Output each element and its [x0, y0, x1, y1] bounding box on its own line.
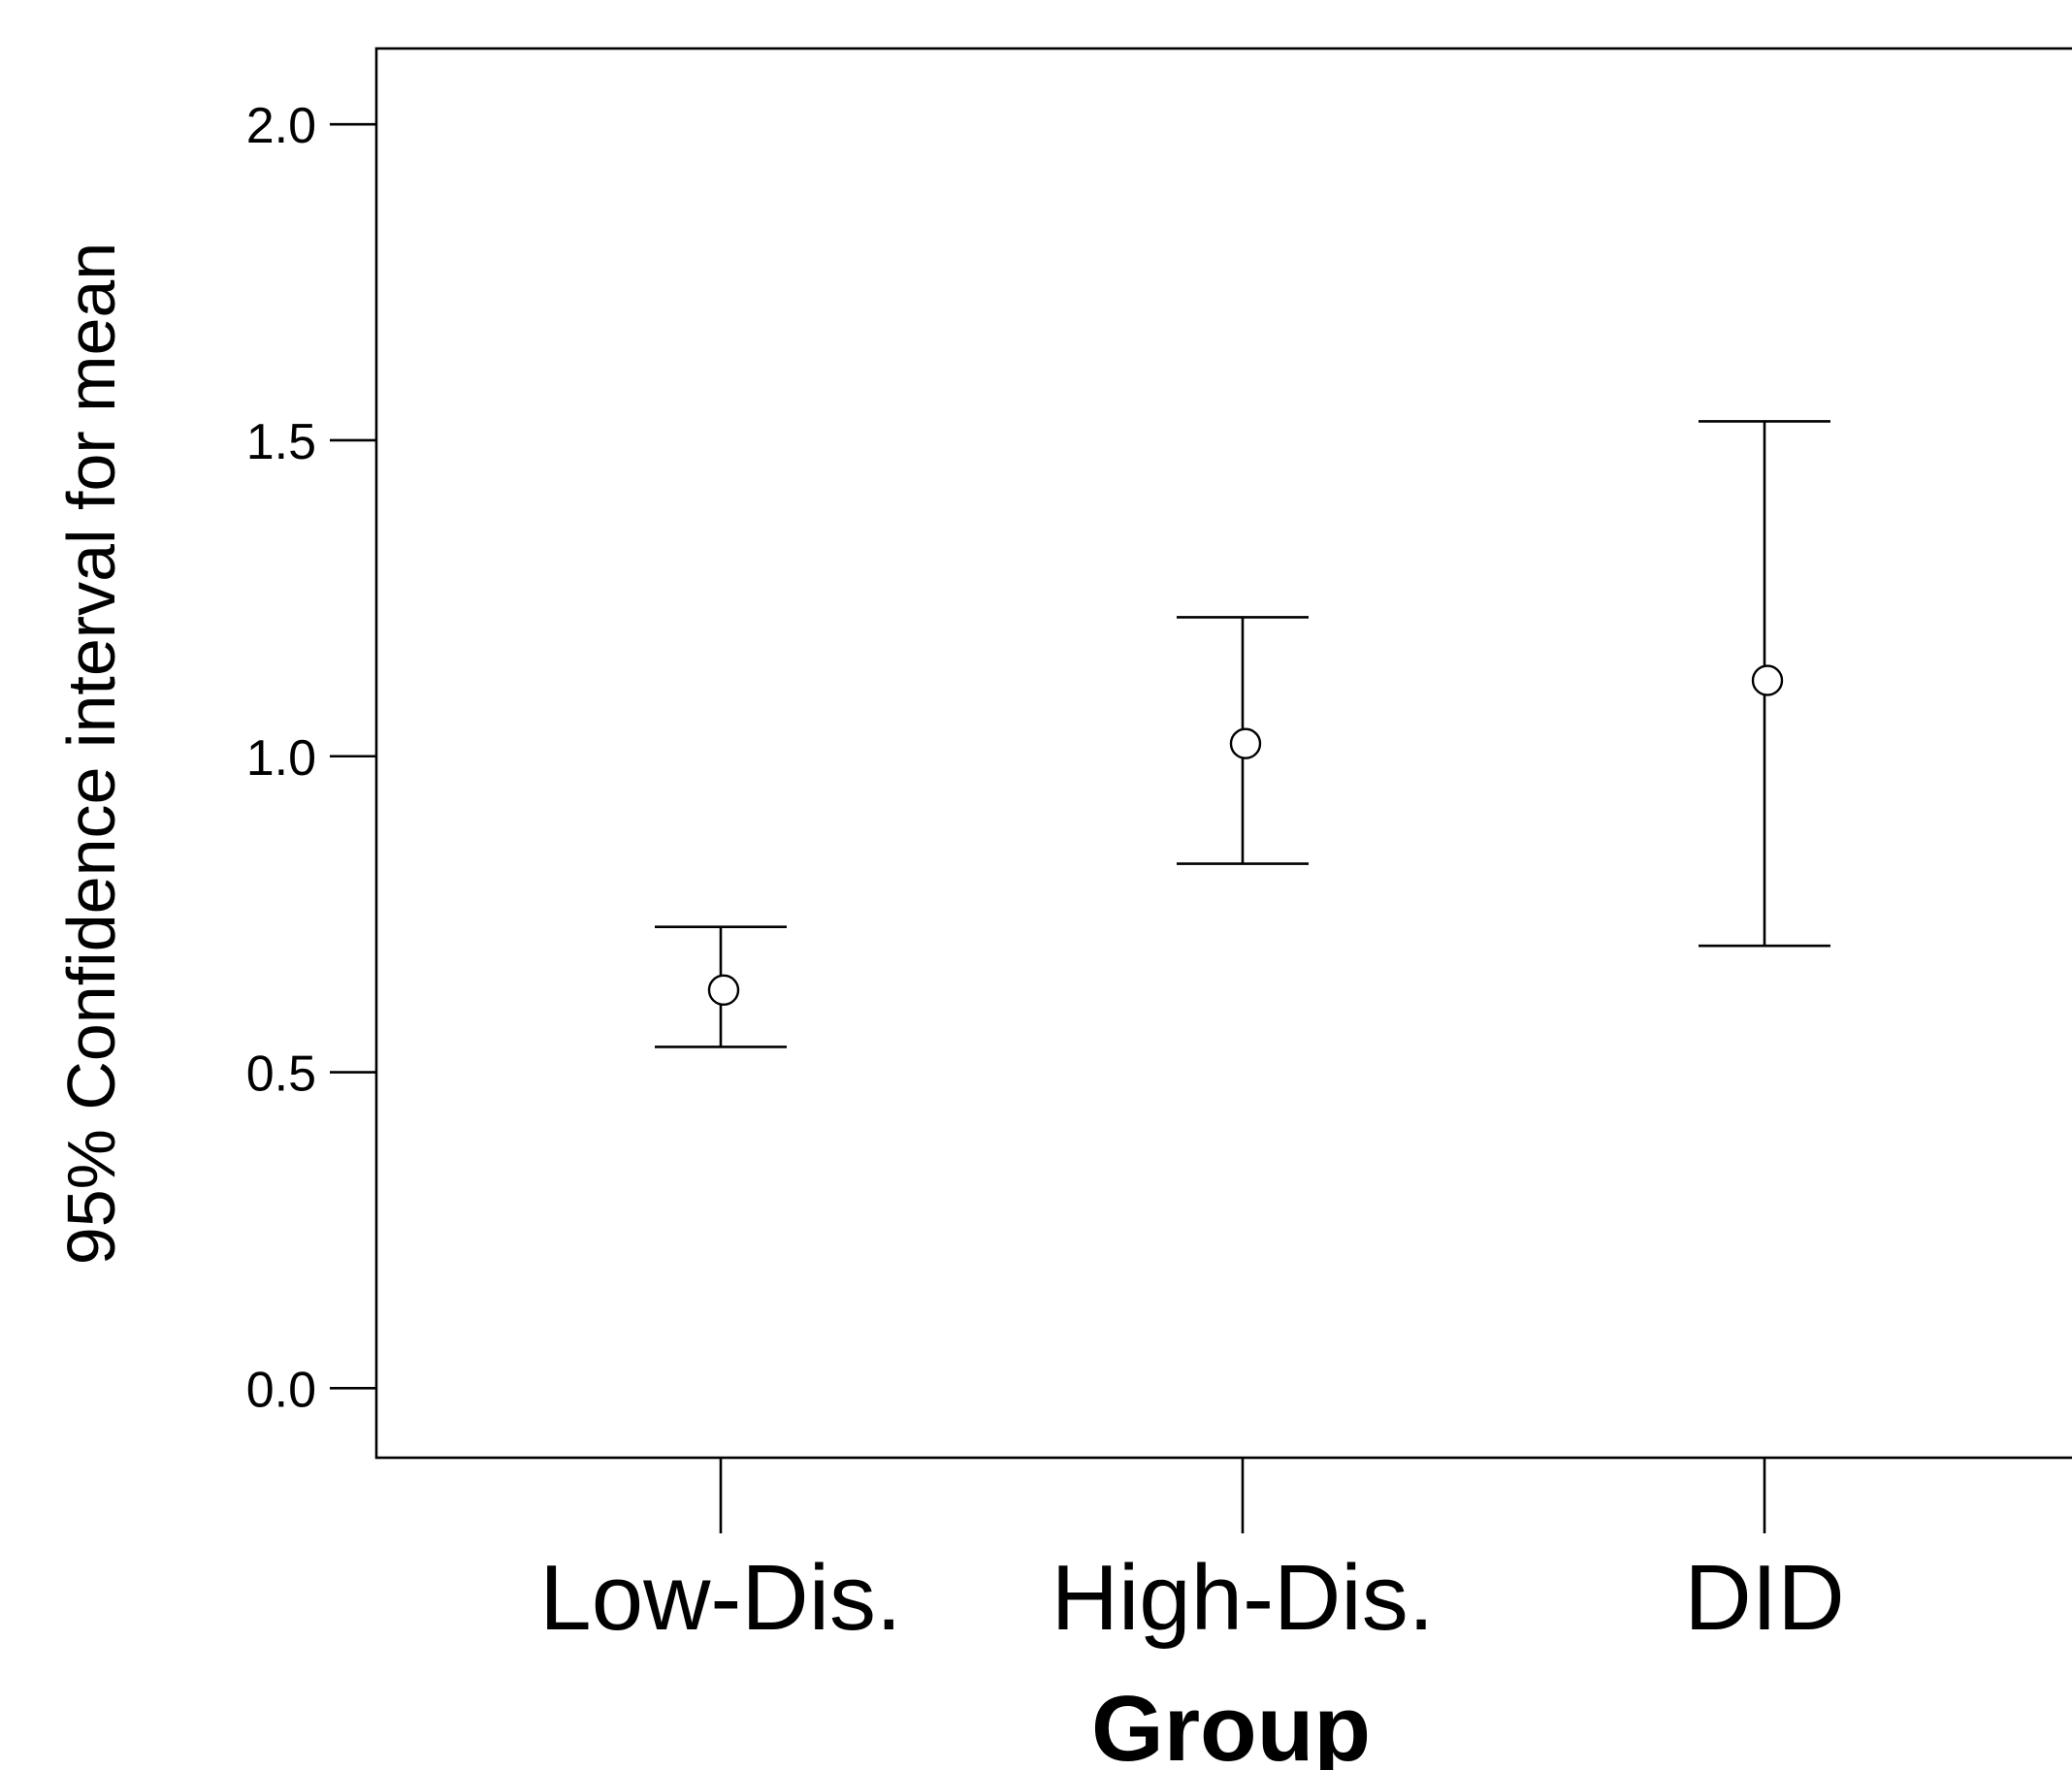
- y-axis-title: 95% Confidence interval for mean: [53, 242, 129, 1265]
- x-axis-ticks: Low-Dis. High-Dis. DID: [539, 1458, 1845, 1650]
- x-tick-label: Low-Dis.: [539, 1546, 901, 1650]
- mean-marker: [1751, 664, 1784, 696]
- y-tick-label: 0.0: [246, 1362, 316, 1418]
- error-bar-2: [1177, 616, 1309, 865]
- y-tick-label: 1.5: [246, 414, 316, 470]
- plot-frame: [374, 47, 2072, 1460]
- y-tick-label: 2.0: [246, 98, 316, 154]
- error-bar-3: [1699, 420, 1830, 948]
- x-tick-label: High-Dis.: [1052, 1546, 1435, 1650]
- error-bars: [655, 420, 1830, 1048]
- x-axis-title: Group: [1091, 1677, 1371, 1770]
- y-tick-label: 0.5: [246, 1046, 316, 1103]
- mean-marker: [1229, 727, 1262, 759]
- error-bar-1: [655, 925, 787, 1048]
- y-tick-label: 1.0: [246, 730, 316, 787]
- mean-marker: [707, 974, 740, 1007]
- x-tick-label: DID: [1684, 1546, 1844, 1650]
- plot-area-border: [374, 47, 2072, 1460]
- y-axis-ticks: 0.0 0.5 1.0 1.5 2.0: [246, 98, 376, 1418]
